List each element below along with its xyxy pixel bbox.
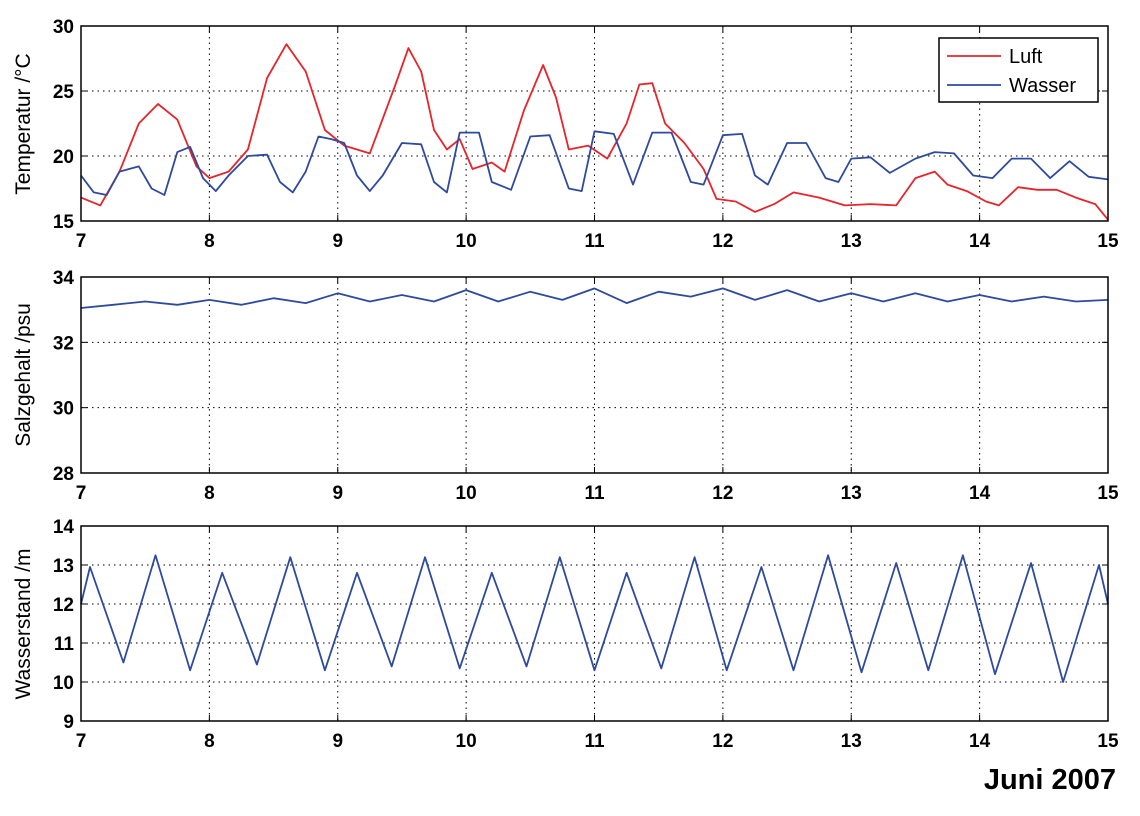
salinity-xtick-label: 10 xyxy=(456,483,477,504)
water-level-xtick-label: 14 xyxy=(969,731,991,752)
water-level-xtick-label: 8 xyxy=(204,731,215,752)
salinity-ytick-label: 34 xyxy=(53,268,75,289)
temperature-ytick-label: 30 xyxy=(53,17,74,38)
temperature-wasser-line xyxy=(80,130,1109,196)
temperature-panel: 7 8 9 10 11 12 13 14 15 15 20 25 30 Temperatur /°C Luf… xyxy=(12,17,1119,252)
temperature-ytick-label: 25 xyxy=(53,82,75,103)
salinity-axes-box xyxy=(80,276,1109,474)
water-level-xtick-label: 15 xyxy=(1097,731,1119,752)
water-level-panel: 7 8 9 10 11 12 13 14 15 9 10 11 12 13 14 Wasserstand /m xyxy=(12,517,1119,752)
water-level-ytick-label: 9 xyxy=(63,712,74,733)
salinity-xtick-label: 7 xyxy=(76,483,87,504)
temperature-xtick-label: 10 xyxy=(456,231,477,252)
salinity-xtick-label: 13 xyxy=(841,483,862,504)
water-level-ytick-label: 11 xyxy=(54,634,75,655)
salinity-xtick-label: 11 xyxy=(584,483,605,504)
salinity-ytick-label: 28 xyxy=(53,464,74,485)
temperature-ytick-label: 20 xyxy=(53,147,74,168)
salinity-ytick-label: 30 xyxy=(53,399,74,420)
legend-label-luft: Luft xyxy=(1009,46,1043,68)
temperature-xtick-label: 14 xyxy=(969,231,991,252)
salinity-xtick-label: 14 xyxy=(969,483,991,504)
salinity-xtick-label: 9 xyxy=(332,483,343,504)
temperature-xtick-label: 13 xyxy=(841,231,862,252)
water-level-xtick-label: 13 xyxy=(841,731,862,752)
temperature-xtick-label: 11 xyxy=(584,231,605,252)
water-level-ytick-label: 14 xyxy=(53,517,75,538)
water-level-ytick-label: 13 xyxy=(53,556,74,577)
temperature-xtick-label: 7 xyxy=(76,231,87,252)
salinity-panel: 7 8 9 10 11 12 13 14 15 28 30 32 34 Salzgehalt /psu xyxy=(12,268,1119,504)
water-level-ylabel: Wasserstand /m xyxy=(12,549,35,700)
salinity-ylabel: Salzgehalt /psu xyxy=(12,303,35,447)
legend-box xyxy=(938,37,1099,103)
salinity-xtick-label: 12 xyxy=(712,483,733,504)
temperature-xtick-label: 15 xyxy=(1097,231,1119,252)
water-level-xtick-label: 10 xyxy=(456,731,477,752)
temperature-ytick-label: 15 xyxy=(53,212,75,233)
legend-label-wasser: Wasser xyxy=(1009,75,1076,97)
water-level-ytick-label: 12 xyxy=(53,595,74,616)
temperature-ylabel: Temperatur /°C xyxy=(12,53,35,194)
water-level-ytick-label: 10 xyxy=(53,673,74,694)
salinity-ytick-label: 32 xyxy=(53,333,74,354)
salinity-xtick-label: 15 xyxy=(1097,483,1119,504)
temperature-xtick-label: 8 xyxy=(204,231,215,252)
salinity-xtick-label: 8 xyxy=(204,483,215,504)
water-level-xtick-label: 7 xyxy=(76,731,87,752)
water-level-series-line xyxy=(80,554,1109,683)
water-level-xtick-label: 12 xyxy=(712,731,733,752)
date-label: Juni 2007 xyxy=(983,764,1116,796)
temperature-xtick-label: 12 xyxy=(712,231,733,252)
temperature-xtick-label: 9 xyxy=(332,231,343,252)
water-level-xtick-label: 11 xyxy=(584,731,605,752)
water-level-xtick-label: 9 xyxy=(332,731,343,752)
temperature-luft-line xyxy=(80,43,1109,221)
